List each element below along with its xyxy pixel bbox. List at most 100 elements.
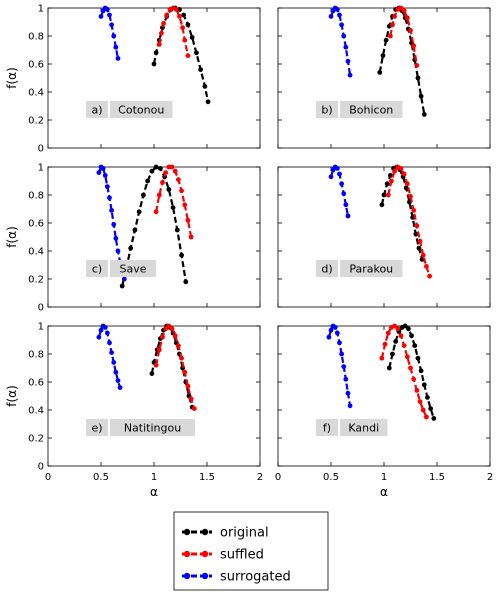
data-point-surrogated — [104, 184, 110, 190]
panel-4: d) Parakou — [277, 164, 491, 308]
data-point-surrogated — [328, 14, 334, 19]
legend-marker-surrogated — [201, 572, 209, 580]
data-point-original — [390, 351, 395, 357]
data-point-surrogated — [98, 14, 104, 19]
data-point-surrogated — [337, 340, 342, 346]
data-point-suffled — [398, 5, 404, 11]
data-point-surrogated — [96, 334, 102, 340]
data-point-surrogated — [111, 360, 117, 365]
data-point-surrogated — [111, 222, 117, 227]
data-point-original — [149, 168, 155, 174]
data-point-surrogated — [334, 166, 340, 171]
data-point-suffled — [179, 355, 184, 361]
data-point-original — [413, 231, 419, 237]
x-tick-label: 1.5 — [429, 472, 445, 483]
data-point-surrogated — [104, 6, 110, 12]
legend-marker-suffled — [201, 550, 209, 558]
x-axis-label: α — [150, 485, 158, 499]
legend-marker-original — [201, 528, 209, 536]
legend-label-surrogated: surrogated — [220, 570, 291, 585]
data-point-surrogated — [109, 208, 114, 213]
data-point-surrogated — [334, 6, 340, 12]
panel-6: 0 0.5 1 1.5 2 α f) Kandi — [275, 323, 493, 499]
data-point-original — [403, 185, 409, 191]
data-point-original — [379, 202, 385, 208]
panel-letter: a) — [91, 104, 102, 117]
data-point-original — [205, 99, 211, 105]
data-point-surrogated — [115, 248, 121, 254]
data-point-suffled — [411, 376, 417, 382]
data-point-original — [132, 227, 138, 233]
data-point-surrogated — [337, 12, 342, 18]
data-point-suffled — [180, 25, 186, 30]
legend-marker-surrogated — [183, 572, 191, 580]
data-point-suffled — [404, 181, 410, 187]
station-name: Natitingou — [124, 422, 181, 435]
x-tick-label: 1 — [381, 472, 387, 483]
data-point-suffled — [385, 330, 391, 336]
data-point-suffled — [401, 171, 407, 177]
data-point-original — [145, 178, 151, 184]
x-tick-label: 1.5 — [199, 472, 215, 483]
series-line-suffled — [389, 6, 418, 66]
data-point-suffled — [182, 202, 188, 208]
y-tick-label: 0.8 — [28, 350, 44, 361]
data-point-surrogated — [113, 369, 119, 375]
y-tick-label: 0.8 — [28, 32, 44, 43]
data-point-suffled — [392, 168, 397, 174]
data-point-surrogated — [100, 166, 106, 171]
station-name: Save — [119, 263, 146, 276]
data-point-suffled — [153, 362, 159, 368]
data-point-suffled — [182, 37, 188, 43]
data-point-original — [377, 70, 383, 75]
data-point-suffled — [185, 217, 191, 223]
data-point-suffled — [389, 178, 394, 184]
data-point-surrogated — [341, 364, 347, 369]
station-name: Kandi — [348, 422, 379, 435]
data-point-suffled — [379, 355, 385, 361]
data-point-original — [431, 416, 437, 421]
data-point-original — [418, 368, 424, 374]
data-point-surrogated — [109, 350, 114, 355]
data-point-surrogated — [343, 376, 349, 382]
panel-letter: f) — [323, 422, 331, 435]
panel-letter-box — [86, 260, 108, 277]
data-point-original — [412, 343, 418, 348]
station-name-box — [110, 419, 195, 436]
y-tick-label: 0.6 — [28, 60, 44, 71]
data-point-original — [416, 245, 422, 251]
data-point-suffled — [408, 28, 413, 33]
data-point-original — [151, 61, 157, 67]
y-tick-label: 1 — [38, 4, 44, 15]
data-point-original — [402, 323, 408, 329]
data-point-suffled — [392, 323, 397, 329]
y-tick-label: 0.4 — [28, 406, 44, 417]
data-point-suffled — [177, 14, 182, 19]
data-point-original — [194, 50, 199, 56]
data-point-original — [166, 187, 172, 192]
data-point-original — [136, 209, 142, 215]
data-point-suffled — [414, 223, 420, 229]
data-point-original — [421, 382, 427, 388]
data-point-original — [393, 339, 399, 344]
data-point-original — [386, 365, 392, 371]
data-point-suffled — [166, 323, 172, 329]
data-point-suffled — [163, 326, 169, 332]
data-point-original — [425, 395, 430, 400]
x-tick-label: 0 — [45, 472, 51, 483]
data-point-original — [153, 50, 159, 56]
panel-letter-box — [86, 419, 108, 436]
y-tick-label: 0 — [38, 462, 44, 473]
data-point-surrogated — [345, 213, 351, 219]
data-point-original — [174, 227, 180, 233]
y-axis-label: f(α) — [5, 67, 19, 89]
data-point-suffled — [172, 333, 178, 339]
data-point-surrogated — [345, 390, 351, 396]
data-point-original — [418, 93, 424, 99]
panel-letter-box — [316, 101, 338, 118]
data-point-original — [181, 12, 187, 18]
data-point-suffled — [395, 326, 401, 332]
data-point-suffled — [182, 369, 188, 375]
data-point-surrogated — [347, 403, 353, 409]
data-point-surrogated — [341, 191, 347, 197]
